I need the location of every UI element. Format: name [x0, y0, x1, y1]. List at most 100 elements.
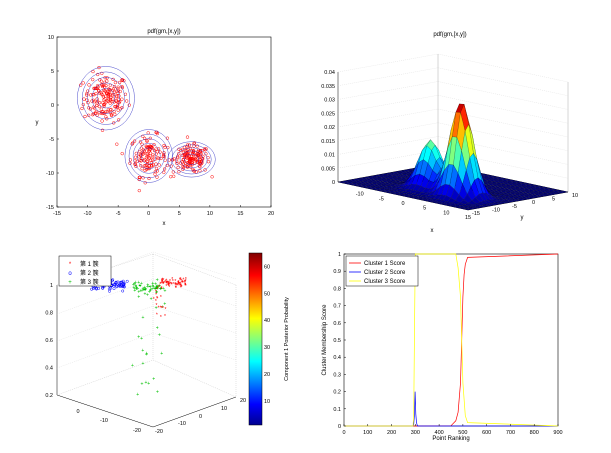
cluster1-point: *	[171, 282, 173, 288]
cluster1-point: *	[159, 282, 161, 288]
legend-box	[58, 255, 112, 287]
cluster3-point: +	[160, 351, 163, 357]
scatter-point	[87, 83, 91, 87]
cluster3-point: +	[159, 287, 162, 293]
z-grid-line	[337, 136, 569, 165]
scatter-point	[94, 91, 98, 96]
y-tick-label: 1	[338, 252, 341, 258]
scatter-point	[116, 89, 120, 93]
colorbar-tick-label: 30	[264, 345, 270, 351]
scatter-point	[149, 164, 154, 168]
x-tick-label: 20	[268, 211, 274, 217]
legend-label: Cluster 3 Score	[364, 279, 406, 285]
cluster1-point: *	[166, 281, 168, 287]
cluster3-point: +	[141, 315, 144, 321]
cluster1-point: *	[156, 287, 158, 293]
x-tick-label: 300	[411, 430, 420, 436]
scatter-point	[102, 104, 106, 108]
cluster1-point: *	[167, 281, 169, 287]
scatter-point	[120, 97, 124, 101]
scatter-point	[112, 92, 116, 96]
scatter-point	[94, 111, 98, 115]
scatter-point	[176, 165, 180, 170]
cluster2-point	[122, 281, 126, 285]
scatter-point	[143, 181, 147, 185]
scatter-point	[163, 145, 167, 149]
x-tick-label: 100	[363, 430, 372, 436]
scatter-point	[90, 113, 95, 117]
cluster3-point: +	[132, 282, 135, 288]
x-tick-label: -5	[116, 211, 121, 217]
scatter-point	[153, 172, 157, 176]
scatter-point	[128, 161, 132, 165]
cluster3-point: +	[152, 285, 155, 291]
cluster1-point: *	[161, 279, 163, 285]
cluster3-point: +	[138, 283, 141, 289]
cluster1-point: *	[184, 281, 186, 287]
y-tick-label: 0.3	[333, 372, 341, 378]
x-tick-label: 700	[506, 430, 515, 436]
cluster3-point: +	[156, 278, 159, 284]
cluster2-point	[122, 285, 126, 289]
scatter-point	[180, 153, 184, 158]
cluster1-point: *	[168, 283, 170, 289]
cluster3-point: +	[133, 282, 136, 288]
line-ylabel: Cluster Membership Score	[322, 304, 328, 376]
scatter-point	[87, 113, 91, 117]
cluster1-point: *	[168, 282, 170, 288]
colorbar-tick-label: 50	[264, 291, 270, 297]
colorbar-tick-label: 40	[264, 318, 270, 324]
x-tick-label: 10	[443, 210, 449, 216]
scatter-point	[117, 94, 121, 98]
grid-line	[152, 305, 237, 334]
z-tick-label: 0.04	[324, 70, 335, 76]
scatter-point	[102, 88, 106, 92]
scatter-point	[92, 100, 96, 104]
scatter-point	[210, 175, 214, 179]
cluster3-point: +	[159, 286, 162, 292]
scatter-point	[184, 149, 188, 153]
scatter-point	[91, 77, 95, 82]
z-grid-line	[337, 122, 569, 151]
scatter-point	[144, 144, 148, 148]
cluster3-point: +	[159, 287, 162, 293]
scatter3d-panel: + ++++++++++ + ++ +++++ ++ +++++ ++ +++ + ++++ + ++ +…	[45, 251, 290, 435]
scatter-point	[103, 94, 108, 98]
x-tick-label: 800	[530, 430, 539, 436]
scatter-point	[109, 112, 114, 117]
y-tick-label: 0.8	[333, 286, 341, 292]
scatter-point	[118, 107, 122, 111]
cluster2-point	[117, 283, 121, 287]
cluster1-point: *	[184, 283, 186, 289]
surface-title: pdf(gm,[x,y])	[433, 32, 466, 38]
scatter-point	[131, 141, 135, 145]
cluster3-point: +	[143, 288, 146, 294]
cluster3-point: +	[149, 285, 152, 291]
cluster1-point: *	[161, 280, 163, 286]
cluster3-point: +	[155, 286, 158, 292]
scatter-point	[133, 162, 138, 167]
x-tick-label: 0	[76, 409, 79, 415]
cluster3-point: +	[155, 289, 158, 295]
cluster3-point: +	[134, 280, 137, 286]
y-tick-label: -15	[472, 211, 480, 217]
x-tick-label: -10	[100, 418, 108, 424]
z-grid-line	[337, 95, 569, 124]
scatter-point	[146, 152, 150, 156]
scatter-point	[146, 160, 150, 164]
cluster2-point	[112, 287, 116, 291]
scatter-point	[155, 169, 160, 173]
cluster3-point: +	[143, 285, 146, 291]
scatter-point	[109, 107, 113, 112]
scatter-xlabel: x	[163, 221, 166, 227]
colorbar-gradient	[248, 252, 263, 426]
scatter-point	[151, 163, 156, 167]
cluster2-point	[115, 285, 119, 289]
y-tick-label: 0.4	[333, 355, 341, 361]
scatter-point	[197, 164, 201, 168]
cluster1-point: *	[169, 281, 171, 287]
scatter-point	[120, 84, 124, 89]
scatter-point	[200, 159, 204, 163]
cluster3-point: +	[140, 381, 143, 387]
scatter-point	[139, 163, 143, 168]
